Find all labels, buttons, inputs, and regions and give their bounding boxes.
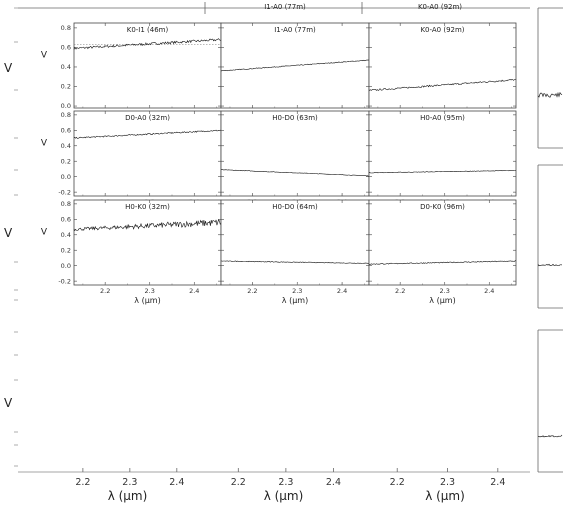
- panel-frame: [220, 110, 370, 197]
- y-axis-label: V: [41, 139, 48, 149]
- y-tick-label: 0.0: [61, 262, 71, 270]
- x-tick-label: 2.2: [247, 287, 257, 295]
- panel-title: D0-K0 (96m): [420, 203, 465, 211]
- panel-d0-k0: 2.2 2.3 2.4 D0-K0 (96m) λ (μm): [368, 199, 517, 305]
- bg-x-axis-label: λ (μm): [425, 489, 465, 503]
- y-axis-label: V: [41, 228, 48, 238]
- data-series-line: [73, 129, 222, 139]
- bg-x-tick-label: 2.4: [169, 477, 184, 488]
- panel-title: H0-D0 (63m): [272, 114, 318, 122]
- bg-x-tick-label: 2.2: [75, 477, 90, 488]
- bg-x-tick-label: 2.4: [490, 477, 505, 488]
- y-tick-label: 0.2: [61, 246, 71, 254]
- panel-k0-i1: 2.22.32.40.00.20.40.60.8K0-I1 (46m)V: [41, 22, 222, 118]
- x-axis-label: λ (μm): [134, 296, 160, 305]
- y-tick-label: 0.4: [61, 63, 71, 71]
- panel-d0-a0: 2.22.32.4-0.20.00.20.40.60.8D0-A0 (32m)V: [41, 110, 222, 206]
- y-tick-label: 0.6: [61, 127, 71, 135]
- panel-h0-d0: 2.2 2.3 2.4 H0-D0 (64m) λ (μm): [220, 199, 370, 305]
- bg-x-axis-label: λ (μm): [264, 489, 304, 503]
- bg-x-axis-label: λ (μm): [108, 489, 148, 503]
- data-series-line: [368, 78, 517, 91]
- panel-frame: [368, 199, 517, 286]
- y-tick-label: -0.2: [58, 188, 71, 196]
- bg-right-edge-curve: [537, 434, 563, 438]
- bg-x-tick-label: 2.4: [326, 477, 341, 488]
- panel-title: K0-A0 (92m): [420, 26, 464, 34]
- panel-frame: [73, 110, 222, 197]
- data-series-line: [220, 169, 369, 177]
- bg-right-edge-curve: [537, 91, 563, 98]
- y-tick-label: 0.8: [61, 24, 71, 32]
- panel-title: D0-A0 (32m): [125, 114, 170, 122]
- bg-panel-title: I1-A0 (77m): [264, 3, 306, 11]
- panel-frame: [73, 22, 222, 109]
- x-tick-label: 2.3: [440, 287, 450, 295]
- y-tick-label: -0.2: [58, 277, 71, 285]
- panel-h0-k0: 2.2 2.3 2.4 -0.2 0.0 0.2 0.4 0.6 0.8 H0-K0 (32m) V…: [41, 199, 222, 305]
- data-series-line: [73, 219, 222, 232]
- foreground-figure-layer: 2.22.32.40.00.20.40.60.8K0-I1 (46m)V2.22…: [20, 14, 532, 305]
- x-axis-label: λ (μm): [282, 296, 308, 305]
- x-tick-label: 2.4: [484, 287, 494, 295]
- data-series-line: [368, 170, 517, 174]
- y-tick-label: 0.2: [61, 83, 71, 91]
- panel-title: H0-A0 (95m): [420, 114, 465, 122]
- panel-frame: [220, 199, 370, 286]
- x-tick-label: 2.2: [100, 287, 110, 295]
- y-tick-label: 0.8: [61, 111, 71, 119]
- data-series-line: [220, 59, 370, 72]
- y-tick-label: 0.4: [61, 142, 71, 150]
- x-tick-label: 2.2: [395, 287, 405, 295]
- panel-h0-a0: 2.22.32.4H0-A0 (95m): [368, 110, 517, 206]
- bg-x-tick-label: 2.3: [122, 477, 137, 488]
- y-tick-label: 0.4: [61, 231, 71, 239]
- y-axis-label: V: [41, 51, 48, 61]
- panel-frame: [368, 110, 517, 197]
- data-series-line: [73, 38, 222, 50]
- x-tick-label: 2.3: [292, 287, 302, 295]
- bg-y-axis-label: V: [4, 226, 13, 240]
- panel-frame: [368, 22, 517, 109]
- panel-i1-a0: 2.22.32.4I1-A0 (77m): [220, 22, 370, 118]
- x-tick-label: 2.4: [337, 287, 347, 295]
- background-figure-layer: I1-A0 (77m) K0-A0 (92m)2.2 2.3 2.4λ (μm)2.2…: [4, 2, 563, 503]
- panel-title: I1-A0 (77m): [274, 26, 316, 34]
- y-tick-label: 0.6: [61, 44, 71, 52]
- bg-x-tick-label: 2.2: [231, 477, 246, 488]
- y-tick-label: 0.6: [61, 216, 71, 224]
- panel-frame: [73, 199, 222, 286]
- bg-y-axis-label: V: [4, 396, 13, 410]
- y-tick-label: 0.2: [61, 157, 71, 165]
- bg-panel-title: K0-A0 (92m): [418, 3, 462, 11]
- bg-right-edge-curve: [537, 263, 563, 267]
- x-axis-label: λ (μm): [429, 296, 455, 305]
- y-tick-label: 0.0: [61, 173, 71, 181]
- bg-y-axis-label: V: [4, 61, 13, 75]
- bg-x-tick-label: 2.2: [390, 477, 405, 488]
- panel-k0-a0: 2.22.32.4K0-A0 (92m): [368, 22, 517, 118]
- panel-title: H0-D0 (64m): [272, 203, 318, 211]
- panel-title: H0-K0 (32m): [125, 203, 170, 211]
- bg-x-tick-label: 2.3: [278, 477, 293, 488]
- y-tick-label: 0.0: [61, 102, 71, 110]
- y-tick-label: 0.8: [61, 200, 71, 208]
- x-tick-label: 2.4: [189, 287, 199, 295]
- data-series-line: [220, 260, 370, 264]
- bg-x-tick-label: 2.3: [440, 477, 455, 488]
- x-tick-label: 2.3: [145, 287, 155, 295]
- panel-h0-d0: 2.22.32.4H0-D0 (63m): [220, 110, 370, 206]
- panel-title: K0-I1 (46m): [127, 26, 169, 34]
- data-series-line: [369, 260, 517, 265]
